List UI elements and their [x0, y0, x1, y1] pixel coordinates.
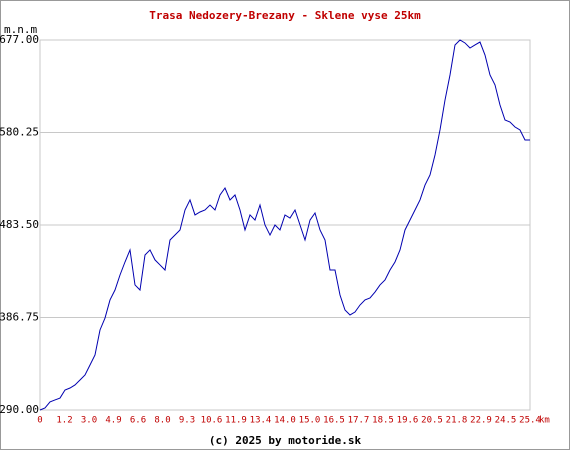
- x-tick-label: 22.9: [470, 416, 492, 426]
- x-tick-label: 21.8: [446, 416, 468, 426]
- x-tick-label: 20.5: [421, 416, 443, 426]
- y-tick-label: 290.00: [0, 403, 39, 416]
- x-unit-label: km: [539, 416, 550, 426]
- x-tick-label: 17.7: [348, 416, 370, 426]
- x-tick-label: 10.6: [201, 416, 223, 426]
- x-tick-label: 11.9: [225, 416, 247, 426]
- x-tick-label: 24.5: [495, 416, 517, 426]
- y-tick-label: 677.00: [0, 33, 39, 46]
- x-tick-label: 0: [37, 416, 42, 426]
- x-tick-label: 19.6: [397, 416, 419, 426]
- x-tick-label: 25.4: [519, 416, 541, 426]
- x-tick-label: 16.5: [323, 416, 345, 426]
- y-tick-label: 580.25: [0, 126, 39, 139]
- x-tick-label: 6.6: [130, 416, 146, 426]
- chart-title: Trasa Nedozery-Brezany - Sklene vyse 25k…: [149, 9, 421, 22]
- footer: (c) 2025 by motoride.sk: [209, 434, 362, 447]
- x-tick-label: 13.4: [250, 416, 272, 426]
- y-tick-label: 483.50: [0, 218, 39, 231]
- x-tick-label: 8.0: [154, 416, 170, 426]
- elevation-line: [39, 39, 530, 411]
- x-tick-label: 15.0: [299, 416, 321, 426]
- x-tick-label: 9.3: [179, 416, 195, 426]
- y-axis-label: m.n.m: [4, 23, 37, 36]
- x-tick-label: 4.9: [105, 416, 121, 426]
- x-tick-label: 14.0: [274, 416, 296, 426]
- x-tick-label: 18.5: [372, 416, 394, 426]
- x-tick-label: 3.0: [81, 416, 97, 426]
- y-tick-label: 386.75: [0, 311, 39, 324]
- x-tick-label: 1.2: [56, 416, 72, 426]
